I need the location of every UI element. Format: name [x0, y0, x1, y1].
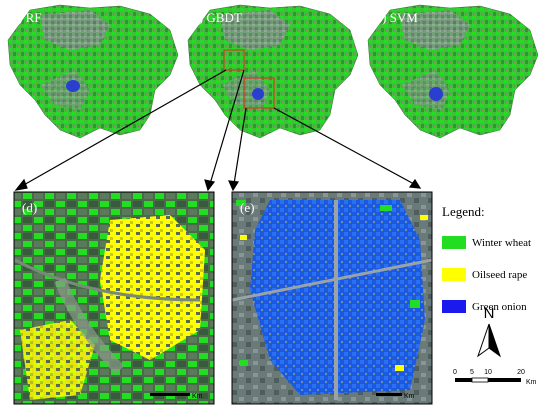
- legend-swatch-green-onion: [442, 300, 466, 313]
- inset-e: (e) Km: [231, 191, 433, 405]
- inset-e-scalebar-unit: Km: [404, 393, 415, 400]
- scalebar-tick-5: 5: [470, 369, 474, 376]
- scalebar-unit: Km: [526, 379, 537, 386]
- legend: Legend: Winter wheat Oilseed rape Green …: [442, 204, 548, 316]
- zoom-arrows: [14, 69, 422, 192]
- scalebar-seg-2: [471, 377, 489, 383]
- north-arrow-label: N: [484, 305, 495, 322]
- legend-title: Legend:: [442, 204, 485, 219]
- inset-e-scalebar: Km: [376, 393, 415, 400]
- scalebar-tick-20: 20: [517, 369, 525, 376]
- inset-d-scalebar: Km: [150, 393, 203, 400]
- map-gbdt: (b) GBDT: [187, 4, 359, 139]
- scalebar-seg-3: [488, 378, 521, 382]
- map-svm: (c) SVM: [367, 4, 539, 139]
- scalebar-seg-1: [455, 378, 472, 382]
- inset-d: (d) Km: [13, 191, 215, 405]
- map-rf: (a) RF: [7, 4, 179, 139]
- scalebar-tick-0: 0: [453, 369, 457, 376]
- scalebar-tick-10: 10: [484, 369, 492, 376]
- legend-swatch-winter-wheat: [442, 236, 466, 249]
- legend-label-winter-wheat: Winter wheat: [472, 236, 532, 249]
- zoom-box-e: [243, 77, 275, 109]
- legend-label-oilseed-rape: Oilseed rape: [472, 268, 528, 281]
- panel-label-b: (b) GBDT: [188, 10, 242, 25]
- panel-label-e: (e): [240, 200, 254, 215]
- north-arrow: N: [477, 305, 501, 358]
- north-arrow-right-icon: [488, 323, 501, 358]
- legend-item-green-onion: Green onion: [442, 300, 527, 313]
- zoom-box-d: [223, 49, 245, 71]
- panel-label-a: (a) RF: [8, 10, 42, 25]
- legend-item-oilseed-rape: Oilseed rape: [442, 268, 527, 281]
- main-scalebar: 0 5 10 20 Km: [453, 369, 537, 386]
- panel-label-d: (d): [22, 200, 37, 215]
- legend-label-green-onion: Green onion: [472, 300, 527, 313]
- inset-d-scalebar-unit: Km: [192, 393, 203, 400]
- panel-label-c: (c) SVM: [372, 10, 418, 25]
- north-arrow-left-icon: [477, 323, 490, 358]
- legend-swatch-oilseed-rape: [442, 268, 466, 281]
- legend-item-winter-wheat: Winter wheat: [442, 236, 531, 249]
- legend-items: Winter wheat Oilseed rape Green onion: [442, 220, 548, 316]
